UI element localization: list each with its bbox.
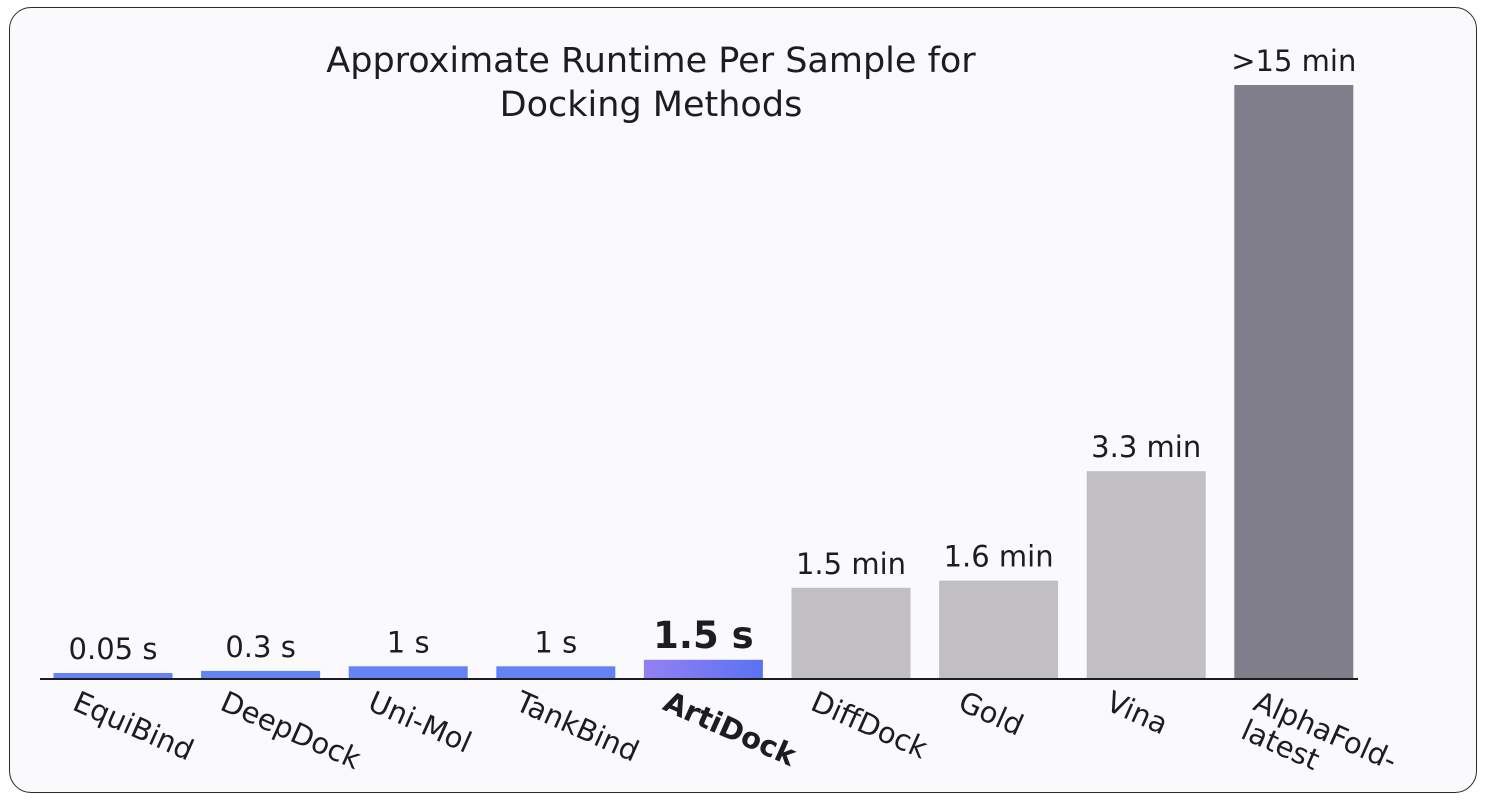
category-label-diffdock: DiffDock [806, 684, 933, 765]
category-label-line: Gold [954, 684, 1029, 742]
bar-alphafold-latest [1234, 85, 1354, 679]
category-label-vina: Vina [1101, 684, 1173, 741]
bar-tankbind [496, 666, 616, 679]
category-label-line: DiffDock [806, 684, 933, 765]
chart-title: Approximate Runtime Per Sample for Docki… [326, 41, 976, 125]
value-label-equibind: 0.05 s [69, 632, 158, 666]
bar-artidock [643, 659, 763, 679]
bar-vina [1086, 471, 1206, 679]
bar-deepdock [201, 670, 321, 679]
category-label-artidock: ArtiDock [659, 684, 802, 773]
value-label-vina: 3.3 min [1091, 430, 1201, 464]
value-label-uni-mol: 1 s [387, 625, 430, 659]
category-label-deepdock: DeepDock [216, 684, 366, 776]
value-label-deepdock: 0.3 s [225, 630, 295, 664]
category-label-gold: Gold [954, 684, 1029, 742]
chart-card: Approximate Runtime Per Sample for Docki… [9, 7, 1477, 793]
bar-uni-mol [348, 666, 468, 679]
value-label-artidock: 1.5 s [653, 614, 753, 657]
bar-chart: Approximate Runtime Per Sample for Docki… [40, 41, 1402, 792]
category-label-line: Uni-Mol [363, 684, 476, 759]
category-label-line: Vina [1101, 684, 1173, 741]
chart-title-line-2: Docking Methods [500, 85, 803, 125]
bar-diffdock [791, 587, 911, 679]
chart-title-line-1: Approximate Runtime Per Sample for [326, 41, 976, 81]
value-label-gold: 1.6 min [944, 540, 1054, 574]
bar-gold [939, 580, 1059, 679]
category-label-line: EquiBind [68, 684, 199, 767]
bars-layer [53, 85, 1354, 679]
category-label-line: ArtiDock [659, 684, 802, 773]
category-label-tankbind: TankBind [510, 684, 644, 769]
category-label-alphafold-latest: AlphaFold-latest [1236, 684, 1402, 792]
value-label-diffdock: 1.5 min [796, 547, 906, 581]
category-label-uni-mol: Uni-Mol [363, 684, 476, 759]
category-label-line: DeepDock [216, 684, 366, 776]
category-label-equibind: EquiBind [68, 684, 199, 767]
category-label-line: TankBind [510, 684, 644, 769]
value-label-alphafold-latest: >15 min [1231, 44, 1356, 78]
value-labels-layer: 0.05 s 0.3 s 1 s 1 s 1.5 s 1.5 min 1.6 min 3.3 … [69, 44, 1357, 666]
value-label-tankbind: 1 s [534, 625, 577, 659]
bar-equibind [53, 673, 173, 679]
